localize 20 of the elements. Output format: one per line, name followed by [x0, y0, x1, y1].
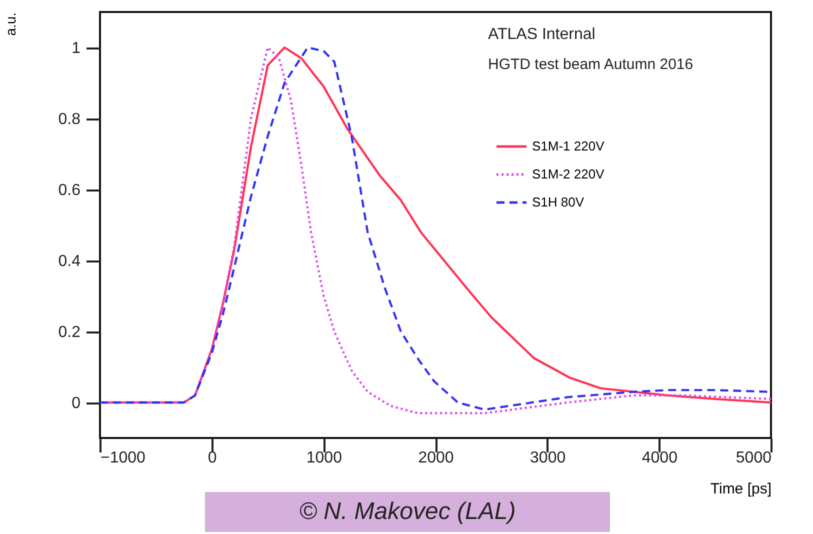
annotation: ATLAS Internal — [488, 26, 596, 43]
y-tick-label: 0 — [72, 395, 81, 412]
x-tick-label: 1000 — [306, 450, 342, 466]
legend-label: S1M-2 220V — [532, 166, 605, 182]
y-tick-label: 0.8 — [58, 111, 81, 128]
annotation: HGTD test beam Autumn 2016 — [488, 56, 694, 73]
x-tick-label: −1000 — [100, 450, 146, 466]
x-tick-label: 3000 — [530, 450, 566, 466]
x-tick-label: 2000 — [418, 450, 454, 466]
x-tick-label: 5000 — [736, 450, 772, 466]
x-tick-label: 4000 — [642, 450, 678, 466]
y-tick-label: 0.2 — [58, 324, 81, 341]
y-tick-label: 0.4 — [58, 253, 81, 270]
legend-label: S1M-1 220V — [532, 138, 605, 154]
x-axis-title: Time [ps] — [710, 480, 772, 498]
y-tick-label: 1 — [72, 40, 81, 57]
legend-label: S1H 80V — [532, 194, 584, 210]
text: © N. Makovec (LAL) — [205, 492, 610, 532]
y-axis-title: a.u. — [2, 12, 18, 36]
y-tick-label: 0.6 — [58, 182, 81, 199]
